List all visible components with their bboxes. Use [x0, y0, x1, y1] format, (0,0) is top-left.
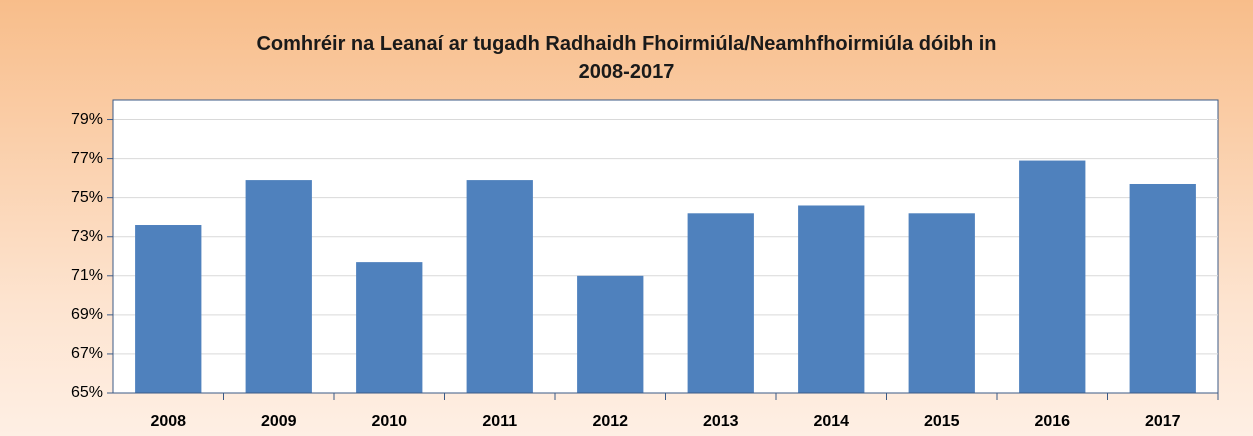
- y-tick-label: 67%: [71, 345, 103, 362]
- y-tick-label: 69%: [71, 306, 103, 323]
- x-tick-label: 2014: [813, 413, 849, 430]
- bar: [908, 213, 975, 393]
- y-tick-label: 71%: [71, 267, 103, 284]
- x-tick-label: 2016: [1034, 413, 1070, 430]
- x-tick-label: 2009: [261, 413, 297, 430]
- bar: [245, 180, 312, 393]
- bar: [1129, 183, 1196, 393]
- bar: [577, 275, 644, 393]
- bar: [1019, 160, 1086, 393]
- bar: [356, 262, 423, 393]
- x-tick-label: 2013: [703, 413, 739, 430]
- bar: [798, 205, 865, 393]
- chart-title: Comhréir na Leanaí ar tugadh Radhaidh Fh…: [256, 33, 997, 83]
- bar: [466, 180, 533, 393]
- x-tick-label: 2008: [150, 413, 186, 430]
- bar: [135, 225, 202, 393]
- x-tick-label: 2011: [482, 413, 517, 430]
- y-tick-label: 65%: [71, 384, 103, 401]
- y-tick-label: 73%: [71, 228, 103, 245]
- y-tick-label: 75%: [71, 189, 103, 206]
- x-tick-label: 2012: [592, 413, 628, 430]
- y-tick-label: 77%: [71, 150, 103, 167]
- x-tick-label: 2015: [924, 413, 960, 430]
- bar: [687, 213, 754, 393]
- x-tick-label: 2017: [1145, 413, 1181, 430]
- x-tick-label: 2010: [371, 413, 407, 430]
- y-tick-label: 79%: [71, 111, 103, 128]
